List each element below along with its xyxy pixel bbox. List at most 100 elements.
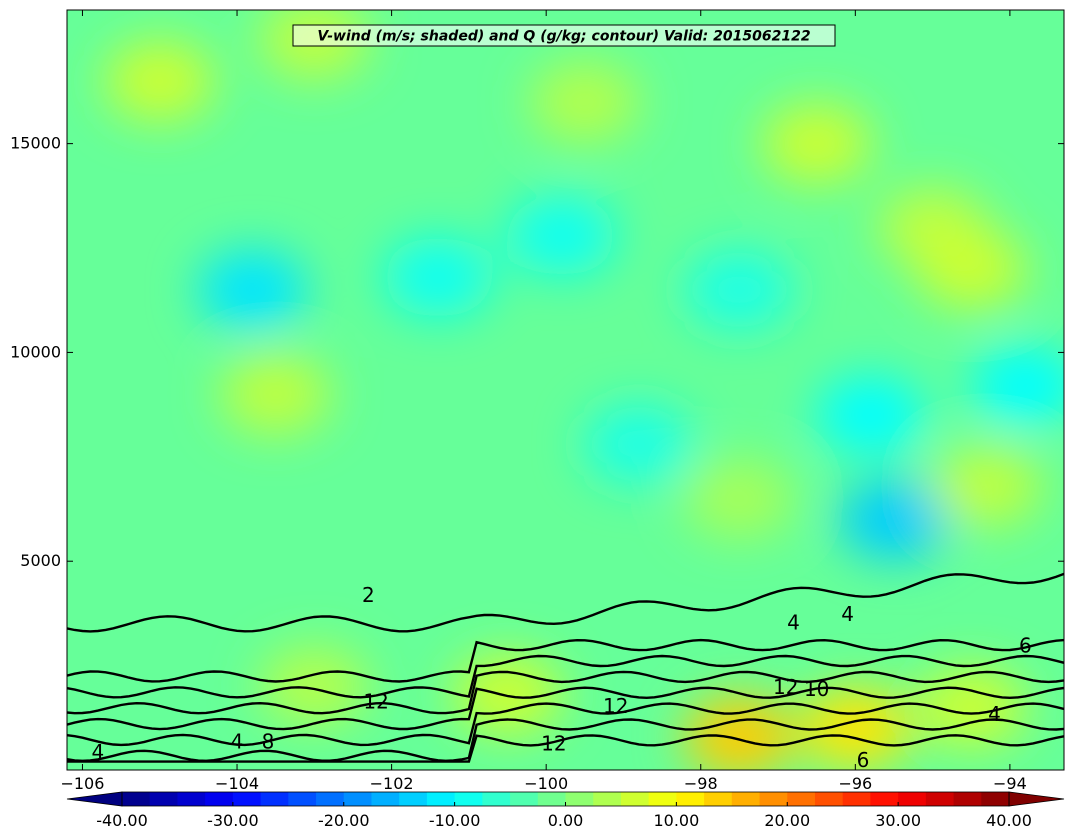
- x-tick-label: −106: [60, 774, 104, 793]
- colorbar-tick-label: 30.00: [875, 811, 921, 830]
- colorbar-segment: [232, 792, 262, 806]
- contour-line-2: [67, 572, 1064, 633]
- colorbar-segment: [482, 792, 511, 806]
- colorbar-segment: [981, 792, 1010, 806]
- shade-feature: [916, 228, 1027, 309]
- contour-label: 12: [363, 690, 388, 714]
- title-text: V-wind (m/s; shaded) and Q (g/kg; contou…: [317, 29, 810, 45]
- colorbar-segment: [149, 792, 179, 806]
- contour-label: 12: [603, 694, 628, 718]
- shade-feature: [583, 404, 694, 485]
- colorbar-segment: [454, 792, 483, 806]
- colorbar-segment: [177, 792, 206, 806]
- colorbar-segment: [260, 792, 289, 806]
- colorbar-tick-label: 20.00: [764, 811, 810, 830]
- contour-label: 12: [541, 731, 566, 755]
- colorbar-extend-high: [1008, 791, 1065, 807]
- x-axis: −106 −104 −102 −100 −98 −96 −94: [60, 10, 1027, 793]
- shade-feature: [220, 354, 331, 435]
- contour-line-8: [67, 670, 1064, 715]
- shade-feature: [761, 103, 872, 184]
- colorbar-segment: [426, 792, 456, 806]
- shade-feature: [529, 61, 640, 142]
- colorbar-segment: [593, 792, 622, 806]
- contour-lines: [67, 572, 1064, 763]
- title-box: [292, 24, 836, 47]
- shade-feature: [506, 195, 617, 276]
- x-tick-label: −100: [524, 774, 568, 793]
- contour-label: 6: [1019, 633, 1032, 657]
- y-tick-label: 10000: [10, 342, 61, 361]
- shade-feature: [838, 479, 949, 560]
- colorbar-segment: [925, 792, 955, 806]
- colorbar-segment: [288, 792, 317, 806]
- contour-line-10: [67, 686, 1064, 731]
- colorbar-segment: [620, 792, 650, 806]
- colorbar-segment: [676, 792, 705, 806]
- colorbar-segment: [343, 792, 373, 806]
- shade-feature: [684, 696, 795, 770]
- shade-feature: [684, 458, 795, 539]
- shade-feature: [970, 345, 1064, 426]
- colorbar-segment: [814, 792, 844, 806]
- colorbar-tick-label: 10.00: [653, 811, 699, 830]
- contour-label: 4: [231, 729, 244, 753]
- shade-feature: [931, 446, 1042, 527]
- colorbar-segment: [316, 792, 345, 806]
- contour-line-6: [67, 654, 1064, 699]
- contour-line-16: [67, 734, 1064, 763]
- plot-frame: [66, 9, 1065, 771]
- colorbar-tick-label: -10.00: [429, 811, 481, 830]
- colorbar-segment: [787, 792, 816, 806]
- colorbar-segment: [205, 792, 234, 806]
- colorbar-extend-low: [66, 791, 123, 807]
- colorbar-segment: [731, 792, 761, 806]
- colorbar-segment: [537, 792, 567, 806]
- contour-line-14: [67, 718, 1064, 763]
- x-tick-label: −96: [838, 774, 872, 793]
- contour-line-4: [67, 638, 1064, 683]
- colorbar-tick-label: -20.00: [318, 811, 370, 830]
- shade-feature: [382, 237, 493, 318]
- colorbar-segment: [870, 792, 899, 806]
- y-axis: 5000 10000 15000: [10, 134, 1064, 570]
- contour-label: 2: [362, 583, 375, 607]
- colorbar-segment: [759, 792, 788, 806]
- colorbar-segment: [510, 792, 539, 806]
- contour-label: 4: [988, 702, 1001, 726]
- contour-label: 12: [773, 675, 798, 699]
- colorbar-segment: [648, 792, 677, 806]
- colorbar-tick-label: -30.00: [207, 811, 259, 830]
- colorbar-segment: [842, 792, 872, 806]
- colorbar-tick-label: 40.00: [986, 811, 1032, 830]
- contour-label: 6: [857, 748, 870, 772]
- colorbar-segment: [399, 792, 428, 806]
- colorbar-segment: [565, 792, 594, 806]
- shade-feature: [815, 375, 926, 456]
- colorbar-segment: [953, 792, 982, 806]
- shade-feature: [197, 249, 308, 330]
- shade-feature: [104, 40, 215, 121]
- contour-label: 4: [92, 740, 105, 764]
- contour-label: 10: [804, 677, 829, 701]
- colorbar-segment: [122, 792, 151, 806]
- y-tick-label: 15000: [10, 134, 61, 153]
- colorbar-segment: [898, 792, 927, 806]
- contour-label: 4: [787, 610, 800, 634]
- shade-feature: [259, 646, 370, 727]
- contour-line-12: [67, 702, 1064, 747]
- colorbar-tick-label: 0.00: [548, 811, 584, 830]
- colorbar-segment: [371, 792, 400, 806]
- y-tick-label: 5000: [20, 551, 61, 570]
- colorbar-tick-label: -40.00: [96, 811, 148, 830]
- shaded-field: [104, 10, 1064, 770]
- shade-feature: [684, 249, 795, 330]
- x-tick-label: −94: [993, 774, 1027, 793]
- contour-label: 8: [262, 729, 275, 753]
- x-tick-label: −104: [215, 774, 259, 793]
- colorbar: -40.00 -30.00 -20.00 -10.00 0.00 10.00 20.00 30…: [66, 791, 1065, 830]
- contour-label: 4: [841, 602, 854, 626]
